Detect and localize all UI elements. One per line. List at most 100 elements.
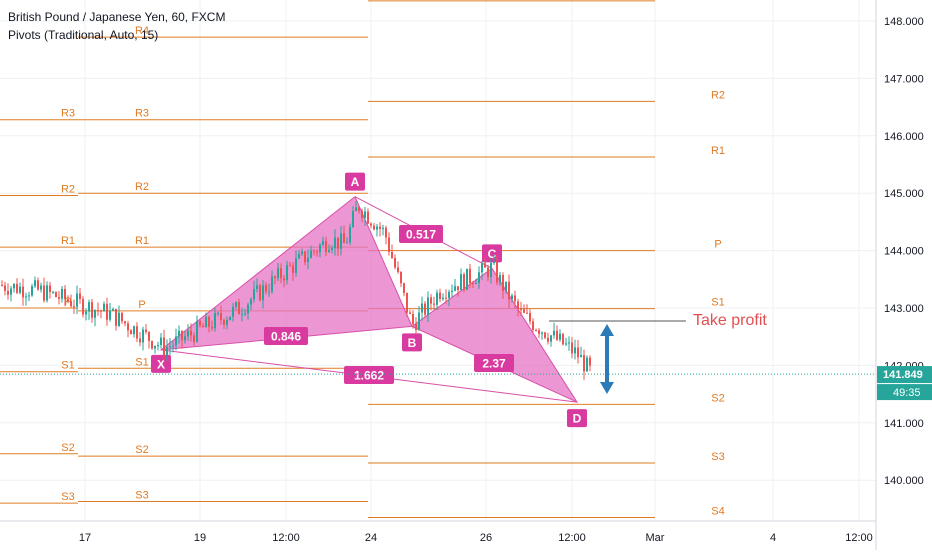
candle-body [22, 286, 24, 298]
candle-body [55, 291, 57, 298]
candle-body [505, 281, 507, 291]
candle-body [466, 268, 468, 290]
pattern-point-x: X [157, 357, 165, 371]
candle-body [103, 303, 105, 312]
candle-body [553, 330, 555, 336]
candle-body [73, 306, 75, 308]
pattern-point-b: B [408, 336, 417, 350]
price-tick-label: 140.000 [884, 475, 924, 487]
candle-body [46, 285, 48, 301]
pivot-label: R3 [135, 108, 149, 120]
candle-body [442, 297, 444, 299]
candle-body [112, 308, 114, 311]
candle-body [319, 244, 321, 253]
candle-body [484, 263, 486, 268]
candle-body [340, 233, 342, 249]
candle-body [1, 285, 3, 287]
candle-body [427, 297, 429, 315]
candle-body [157, 345, 159, 347]
candle-body [244, 313, 246, 315]
pivot-label: S3 [61, 491, 74, 503]
candle-body [172, 345, 174, 347]
ratio-abc-bg [399, 225, 443, 243]
candle-body [532, 321, 534, 330]
candle-body [541, 332, 543, 334]
candle-body [472, 283, 474, 285]
candle-body [67, 299, 69, 301]
candle-body [4, 285, 6, 291]
candle-body [19, 286, 21, 293]
candle-body [559, 333, 561, 340]
pivot-label: S1 [61, 360, 74, 372]
candle-body [334, 237, 336, 249]
candle-body [514, 295, 516, 302]
candle-body [409, 312, 411, 314]
indicator-label[interactable]: Pivots (Traditional, Auto, 15) [8, 28, 159, 42]
candle-body [145, 329, 147, 332]
pattern-point-a: A [351, 175, 360, 189]
candle-body [85, 311, 87, 315]
candle-body [358, 207, 360, 211]
candle-body [298, 254, 300, 259]
pivot-label: S2 [61, 442, 74, 454]
candle-body [499, 274, 501, 283]
time-tick-label: 26 [480, 532, 492, 544]
candle-body [376, 226, 378, 230]
ratio-xab: 0.846 [271, 330, 301, 344]
candle-body [250, 299, 252, 305]
symbol-title[interactable]: British Pound / Japanese Yen, 60, FXCM [8, 10, 226, 24]
candle-body [223, 319, 225, 325]
candle-body [205, 316, 207, 328]
candle-body [301, 251, 303, 255]
candle-body [289, 265, 291, 267]
annotations[interactable]: Take profit [0, 312, 876, 394]
candle-body [412, 313, 414, 325]
candle-body [184, 336, 186, 341]
candle-body [373, 225, 375, 230]
candle-body [97, 310, 99, 312]
candle-body [391, 251, 393, 258]
candle-body [118, 312, 120, 326]
candle-body [436, 292, 438, 305]
time-tick-label: Mar [646, 532, 665, 544]
candle-body [322, 240, 324, 245]
candle-body [88, 302, 90, 312]
candle-body [574, 347, 576, 354]
candle-body [58, 297, 60, 299]
candle-body [31, 286, 33, 296]
candle-body [544, 332, 546, 338]
candle-body [508, 281, 510, 300]
candle-body [346, 242, 348, 244]
candle-body [379, 226, 381, 229]
candle-body [100, 310, 102, 312]
candle-body [367, 211, 369, 224]
pivot-label: S1 [135, 356, 148, 368]
candle-body [94, 310, 96, 318]
candle-body [496, 261, 498, 283]
candle-body [265, 285, 267, 292]
candle-body [502, 274, 504, 291]
pivot-label: S3 [135, 489, 148, 501]
pattern-point-d-bg [567, 409, 587, 428]
harmonic-pattern[interactable]: X A B C D 0.846 0.517 2.37 1.662 [151, 172, 587, 428]
candle-body [349, 226, 351, 243]
candle-body [10, 288, 12, 295]
candle-body [238, 302, 240, 315]
pivot-label: R2 [711, 89, 725, 101]
candle-body [211, 326, 213, 329]
candle-body [478, 272, 480, 284]
candle-body [34, 280, 36, 287]
candle-body [127, 323, 129, 331]
candle-body [403, 283, 405, 293]
candle-body [61, 288, 63, 299]
candle-body [370, 223, 372, 226]
candle-body [487, 267, 489, 278]
candle-body [481, 263, 483, 273]
candle-body [220, 313, 222, 320]
candle-body [310, 250, 312, 258]
candle-body [292, 265, 294, 273]
candle-body [406, 292, 408, 313]
